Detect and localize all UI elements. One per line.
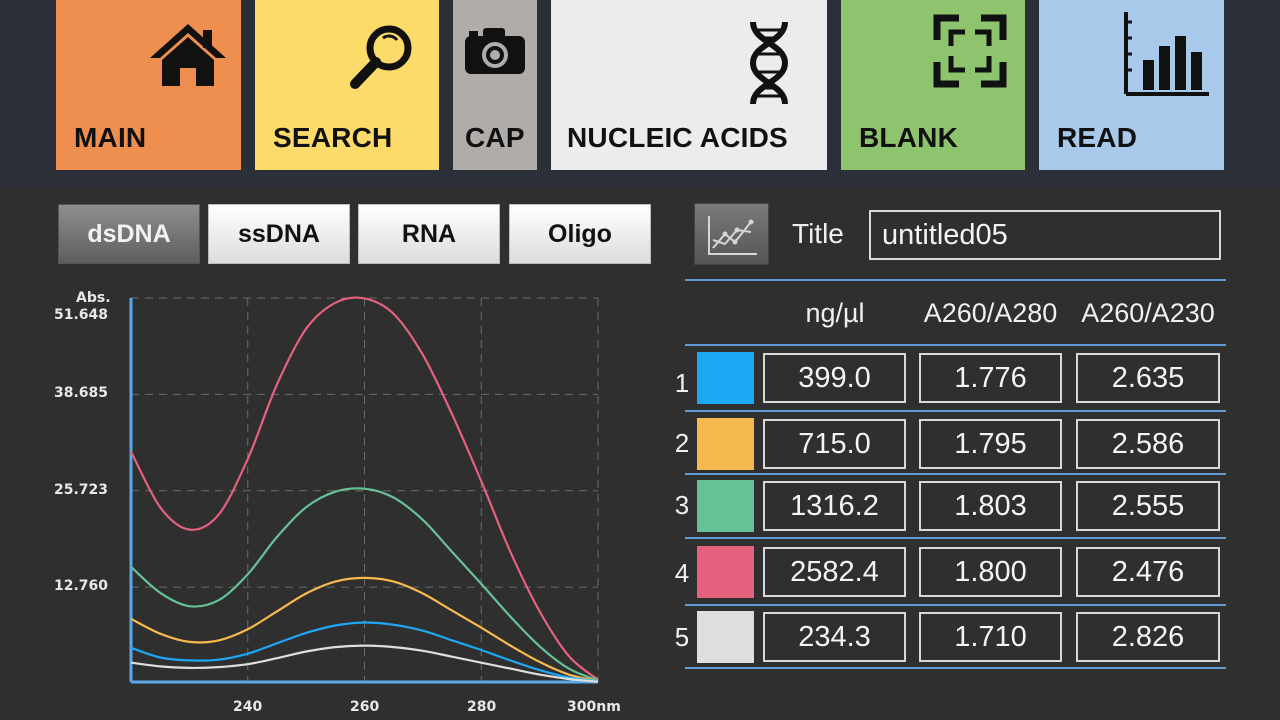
spectrum-line-sample-1 [130,296,599,681]
spectrum-line-sample-3 [130,576,599,683]
y-tick-label: 25.723 [54,482,108,498]
row-number: 4 [674,558,690,588]
blank-button[interactable]: BLANK [841,0,1025,170]
sample-color-swatch[interactable] [697,352,754,404]
divider [685,667,1226,669]
x-tick-label: 240 [233,699,262,715]
row-number: 1 [674,368,690,398]
blank-frame-icon [933,14,1007,88]
row-number: 3 [674,490,690,520]
main-button[interactable]: MAIN [56,0,241,170]
x-tick-label: 260 [350,699,379,715]
a260-a280-cell: 1.710 [919,612,1062,662]
divider [685,279,1226,281]
cap-label: CAP [465,122,525,153]
search-label: SEARCH [273,122,393,153]
nucleic-acids-button[interactable]: NUCLEIC ACIDS [551,0,827,170]
column-header-a260-a280: A260/A280 [923,298,1058,328]
series-lines [130,296,599,683]
a260-a280-cell: 1.803 [919,481,1062,531]
spectrum-line-sample-5 [130,644,599,683]
blank-label: BLANK [859,122,958,153]
spectrum-line-sample-2 [130,487,599,682]
read-label: READ [1057,122,1138,153]
tab-dsdna[interactable]: dsDNA [58,204,200,264]
tab-ssdna[interactable]: ssDNA [208,204,350,264]
ng-ul-cell: 2582.4 [763,547,906,597]
column-header-a260-a230: A260/A230 [1081,298,1215,328]
a260-a230-cell: 2.476 [1076,547,1220,597]
sample-color-swatch[interactable] [697,611,754,663]
title-label: Title [792,218,844,249]
a260-a280-cell: 1.800 [919,547,1062,597]
a260-a230-cell: 2.555 [1076,481,1220,531]
a260-a280-cell: 1.776 [919,353,1062,403]
home-icon [150,24,226,86]
sample-color-swatch[interactable] [697,546,754,598]
search-button[interactable]: SEARCH [255,0,439,170]
x-tick-label: 280 [467,699,496,715]
a260-a230-cell: 2.586 [1076,419,1220,469]
row-number: 5 [674,622,690,652]
line-chart-icon [708,216,757,255]
magnifier-icon [350,25,412,89]
ng-ul-cell: 715.0 [763,419,906,469]
sample-color-swatch[interactable] [697,418,754,470]
title-input[interactable] [869,210,1221,260]
sample-color-swatch[interactable] [697,480,754,532]
divider [685,537,1226,539]
divider [685,604,1226,606]
top-toolbar: MAIN SEARCH CAP NU [0,0,1280,186]
camera-icon [465,28,525,74]
a260-a230-cell: 2.635 [1076,353,1220,403]
ng-ul-cell: 234.3 [763,612,906,662]
ng-ul-cell: 399.0 [763,353,906,403]
x-tick-label: 300nm [567,699,621,715]
tab-rna[interactable]: RNA [358,204,500,264]
nucleic-acids-label: NUCLEIC ACIDS [567,122,788,153]
column-header-ng-ul: ng/µl [805,298,865,328]
absorbance-spectrum-chart: Abs. 51.648 38.685 25.723 12.760 240 260… [54,290,621,715]
spectrum-line-sample-4 [130,621,599,683]
y-tick-label: 51.648 [54,307,108,323]
read-button[interactable]: READ [1039,0,1224,170]
divider [685,344,1226,346]
dna-icon [749,21,789,105]
cap-button[interactable]: CAP [453,0,537,170]
grid-lines [131,297,599,682]
divider [685,473,1226,475]
main-label: MAIN [74,122,147,153]
y-tick-label: 38.685 [54,385,108,401]
y-axis-label: Abs. [76,290,111,306]
row-number: 2 [674,428,690,458]
bar-chart-icon [1124,12,1209,96]
ng-ul-cell: 1316.2 [763,481,906,531]
y-tick-label: 12.760 [54,578,108,594]
graph-view-button[interactable] [694,203,769,265]
tab-oligo[interactable]: Oligo [509,204,651,264]
a260-a280-cell: 1.795 [919,419,1062,469]
divider [685,410,1226,412]
a260-a230-cell: 2.826 [1076,612,1220,662]
